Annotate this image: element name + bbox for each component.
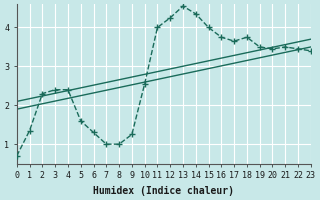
X-axis label: Humidex (Indice chaleur): Humidex (Indice chaleur) xyxy=(93,186,234,196)
